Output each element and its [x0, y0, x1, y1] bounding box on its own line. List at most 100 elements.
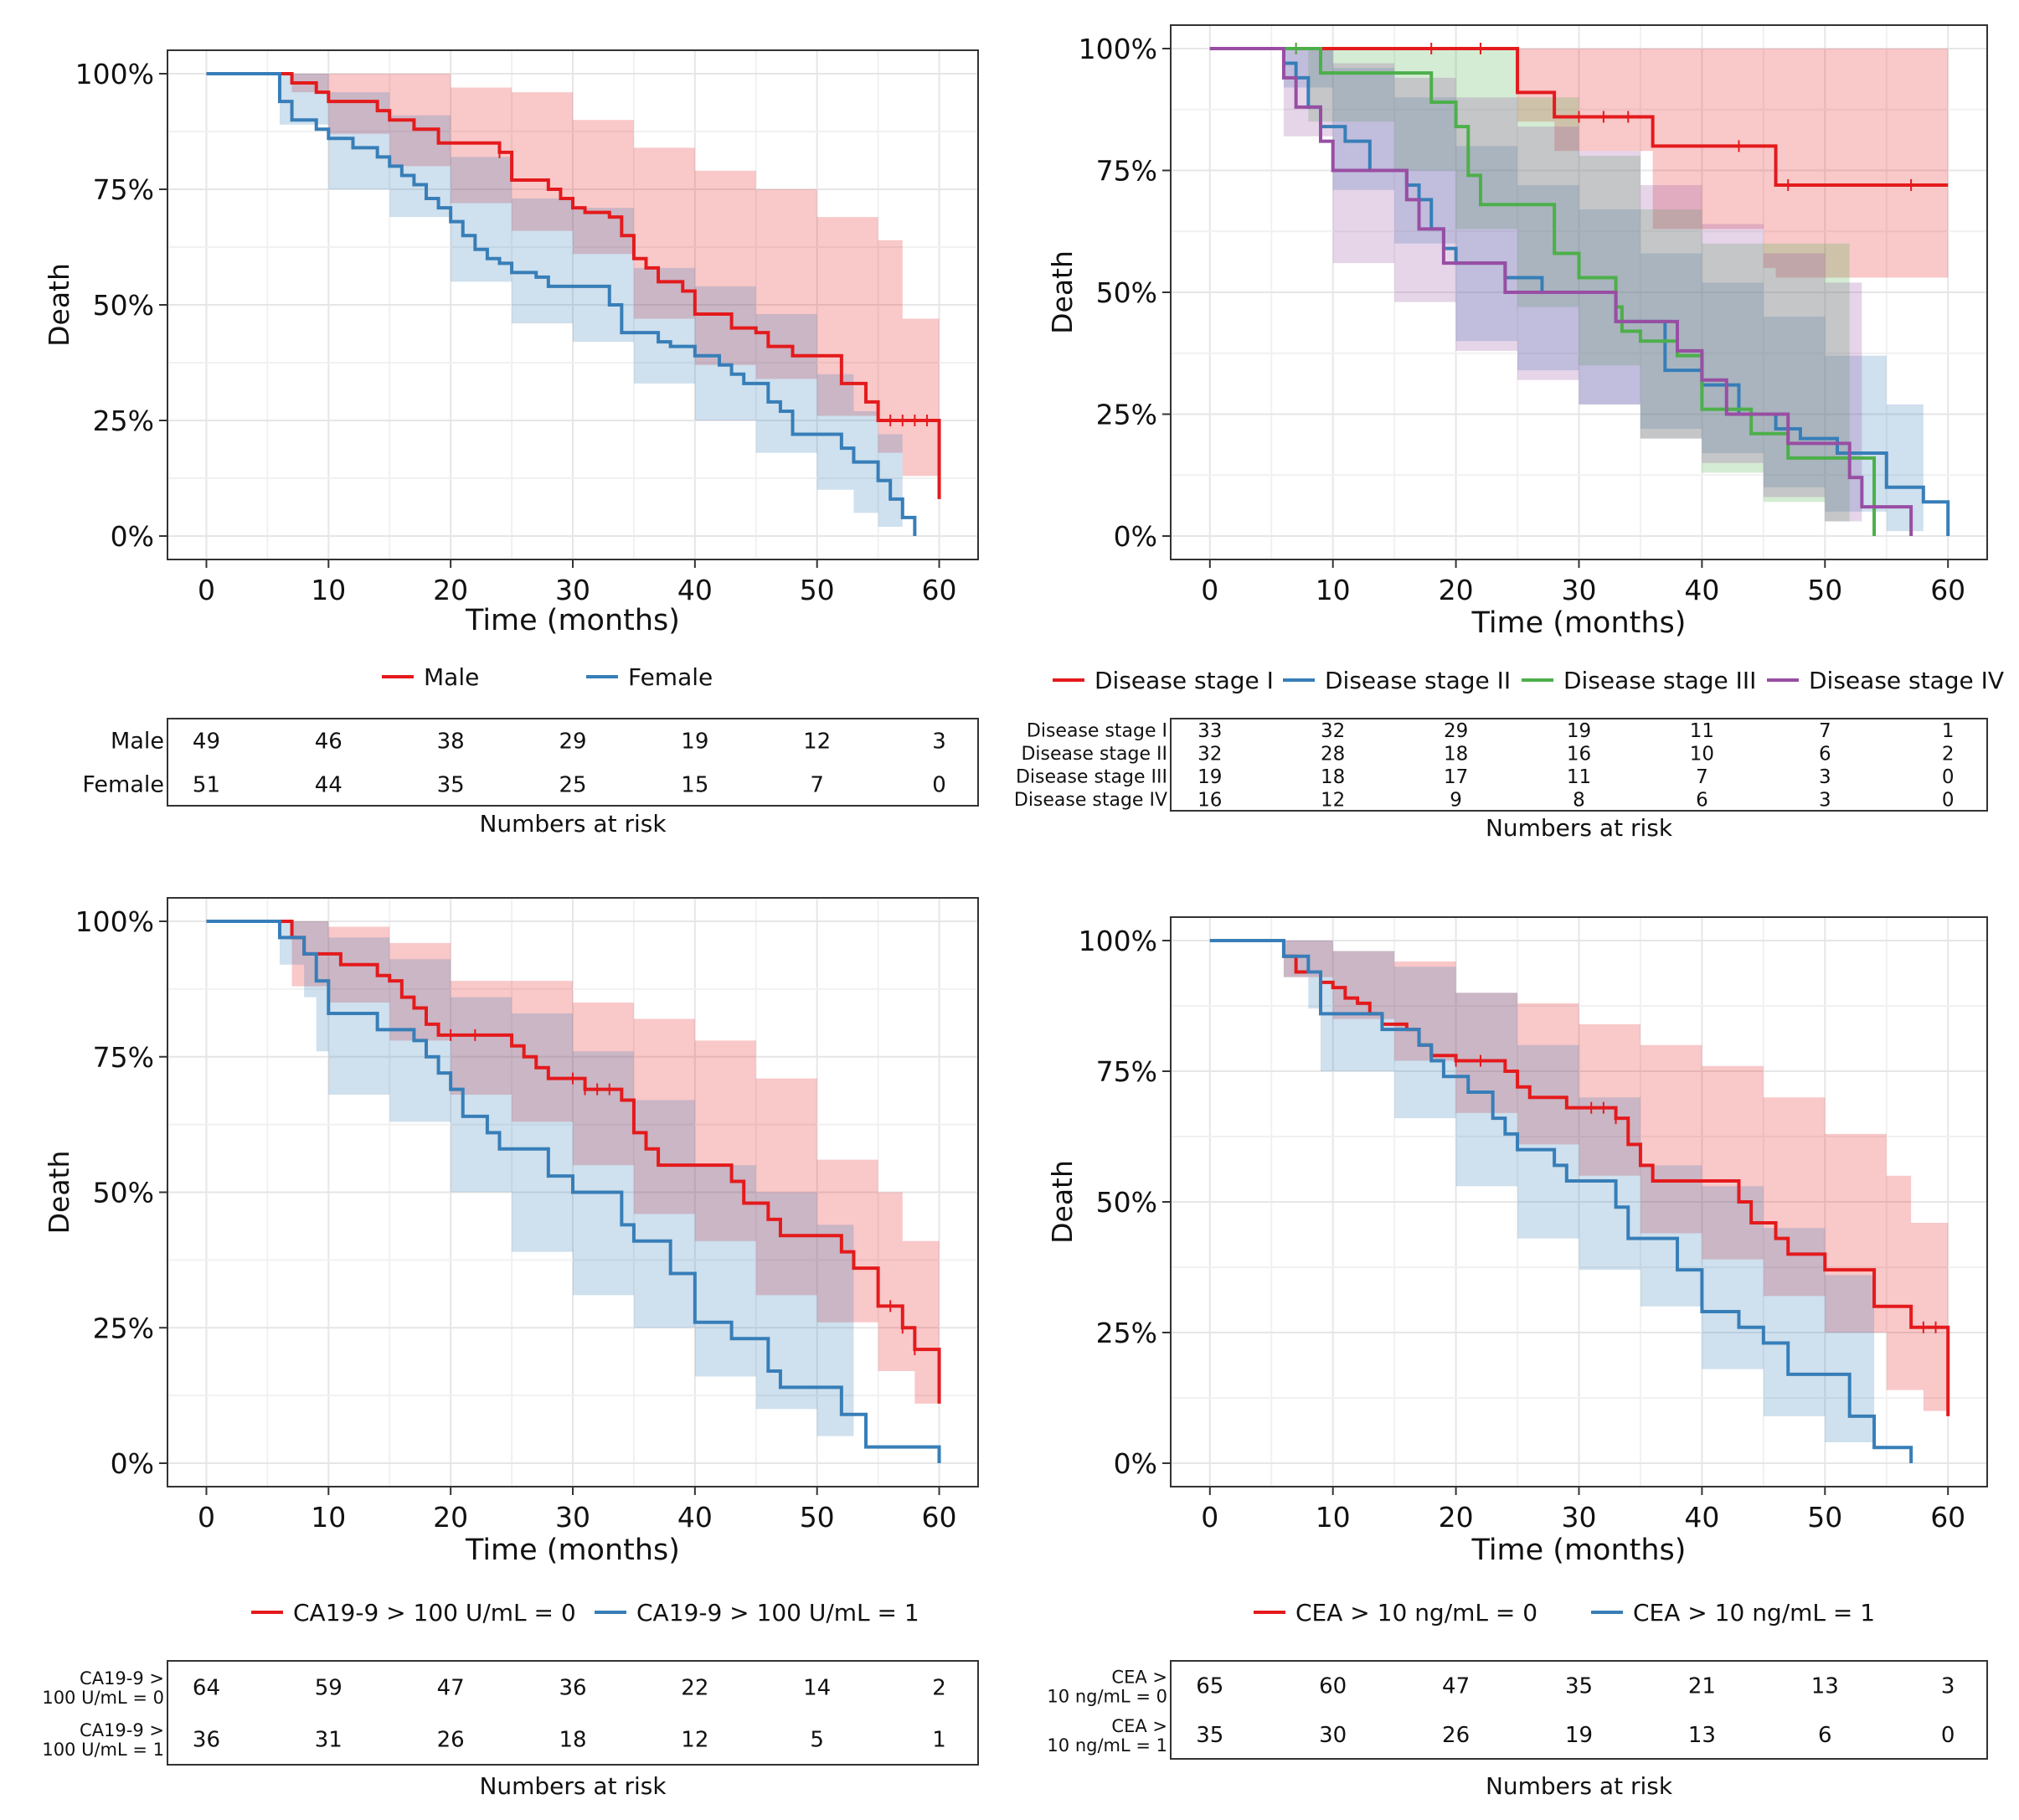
risk-value: 21 [1688, 1674, 1716, 1699]
km-curve-2 [206, 920, 941, 1463]
y-tick-label: 50% [93, 1177, 154, 1209]
risk-value: 25 [559, 772, 586, 797]
risk-row-label: Male [111, 729, 164, 755]
risk-value: 18 [1321, 766, 1345, 788]
risk-value: 36 [559, 1675, 586, 1700]
x-tick-label: 40 [677, 574, 713, 606]
risk-value: 7 [1819, 720, 1831, 742]
risk-value: 46 [315, 729, 343, 754]
risk-row-label: CA19-9 > [80, 1668, 164, 1689]
risk-row-label: 100 U/mL = 0 [42, 1688, 164, 1708]
x-axis-label: Time (months) [1471, 1534, 1687, 1567]
risk-value: 60 [1319, 1674, 1347, 1699]
risk-row-label: 100 U/mL = 1 [42, 1740, 164, 1760]
risk-value: 31 [315, 1727, 343, 1752]
risk-row-label: 10 ng/mL = 0 [1047, 1686, 1167, 1706]
y-tick-label: 0% [111, 520, 154, 553]
risk-value: 26 [437, 1727, 465, 1752]
x-tick-label: 50 [800, 574, 835, 606]
risk-value: 19 [681, 729, 708, 754]
risk-value: 9 [1450, 790, 1462, 812]
risk-value: 7 [810, 772, 824, 797]
risk-value: 12 [681, 1727, 708, 1752]
y-axis-label: Death [43, 263, 75, 347]
x-tick-label: 60 [922, 1501, 957, 1534]
km-curve-1 [206, 72, 941, 499]
risk-value: 32 [1197, 744, 1222, 766]
legend: Male Female [382, 663, 713, 691]
risk-value: 29 [559, 729, 586, 754]
x-tick-label: 10 [311, 1501, 346, 1534]
y-tick-label: 25% [93, 405, 154, 437]
ci-band-3 [1209, 49, 1850, 527]
ci-band-1 [1209, 49, 1949, 278]
risk-value: 1 [932, 1727, 946, 1752]
y-tick-label: 0% [1114, 1447, 1157, 1480]
km-curve-4 [1209, 47, 1913, 536]
x-tick-label: 0 [1201, 574, 1218, 606]
risk-value: 11 [1567, 766, 1591, 788]
risk-value: 18 [559, 1727, 586, 1752]
risk-row-label: 10 ng/mL = 1 [1047, 1735, 1167, 1756]
x-axis-label: Time (months) [465, 1534, 680, 1567]
ci-band-1 [206, 74, 940, 523]
risk-value: 10 [1690, 744, 1714, 766]
y-tick-label: 75% [1096, 155, 1157, 188]
risk-value: 3 [932, 729, 946, 754]
x-tick-label: 40 [1684, 1501, 1719, 1534]
risk-value: 36 [193, 1727, 220, 1752]
x-tick-label: 0 [198, 574, 215, 606]
risk-value: 12 [1321, 790, 1345, 812]
x-tick-label: 0 [198, 1501, 215, 1534]
legend-label: Disease stage IV [1809, 667, 2004, 694]
risk-value: 38 [437, 729, 465, 754]
risk-value: 5 [810, 1727, 824, 1752]
legend-label: Disease stage I [1094, 667, 1274, 694]
x-tick-label: 50 [1807, 1501, 1842, 1534]
km-curve-1 [1209, 939, 1950, 1416]
x-tick-label: 60 [922, 574, 957, 606]
legend-label: CA19-9 > 100 U/mL = 1 [636, 1599, 919, 1627]
km-curve-2 [206, 72, 917, 536]
risk-value: 13 [1688, 1723, 1716, 1748]
y-tick-label: 50% [1096, 1186, 1157, 1219]
risk-value: 8 [1573, 790, 1585, 812]
x-tick-label: 0 [1201, 1501, 1218, 1534]
risk-table-box [1170, 718, 1988, 812]
risk-value: 22 [681, 1675, 708, 1700]
risk-row-label: Disease stage III [1016, 767, 1167, 788]
x-axis-label: Time (months) [1471, 606, 1687, 640]
risk-value: 0 [1942, 790, 1955, 812]
risk-value: 3 [1941, 1674, 1955, 1699]
ci-band-2 [1209, 941, 1875, 1463]
risk-value: 30 [1319, 1723, 1347, 1748]
legend-label: Male [424, 663, 479, 691]
risk-table-box [167, 1660, 979, 1766]
risk-value: 47 [1442, 1674, 1470, 1699]
ci-band-2 [206, 921, 854, 1463]
risk-value: 29 [1444, 720, 1468, 742]
x-tick-label: 40 [677, 1501, 713, 1534]
risk-value: 35 [437, 772, 465, 797]
risk-value: 14 [803, 1675, 831, 1700]
x-tick-label: 30 [1562, 574, 1597, 606]
risk-caption: Numbers at risk [1486, 814, 1673, 842]
ci-band-1 [206, 921, 940, 1447]
y-tick-label: 75% [93, 1041, 154, 1074]
y-tick-label: 25% [1096, 399, 1157, 431]
risk-value: 65 [1196, 1674, 1223, 1699]
x-tick-label: 30 [555, 574, 590, 606]
risk-value: 0 [932, 772, 946, 797]
y-tick-label: 25% [93, 1312, 154, 1344]
ci-band-1 [1209, 941, 1949, 1453]
risk-value: 18 [1444, 744, 1468, 766]
x-tick-label: 20 [1439, 574, 1474, 606]
risk-caption: Numbers at risk [1486, 1772, 1673, 1800]
legend: CA19-9 > 100 U/mL = 0 CA19-9 > 100 U/mL =… [251, 1599, 919, 1627]
